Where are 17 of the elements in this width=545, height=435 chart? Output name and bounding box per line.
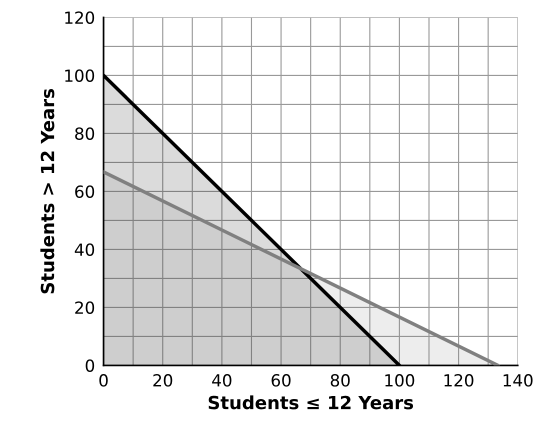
y-tick-label: 60 [75, 185, 94, 198]
x-tick-label: 0 [99, 374, 108, 387]
x-tick-label: 40 [212, 374, 232, 387]
x-tick-label: 120 [444, 374, 474, 387]
y-tick-label: 0 [86, 359, 94, 372]
y-tick-label: 40 [74, 243, 94, 256]
y-tick-label: 80 [75, 127, 94, 140]
y-tick-label: 100 [65, 69, 94, 82]
y-tick-label: 120 [65, 11, 94, 24]
x-tick-label: 20 [153, 374, 172, 387]
x-axis-title: Students ≤ 12 Years [208, 395, 414, 410]
y-axis-title: Students > 12 Years [40, 88, 54, 294]
x-tick-label: 100 [385, 374, 414, 387]
x-tick-label: 140 [504, 374, 533, 387]
x-tick-label: 60 [272, 374, 291, 387]
y-tick-label: 20 [75, 301, 94, 314]
x-tick-label: 80 [330, 374, 350, 387]
